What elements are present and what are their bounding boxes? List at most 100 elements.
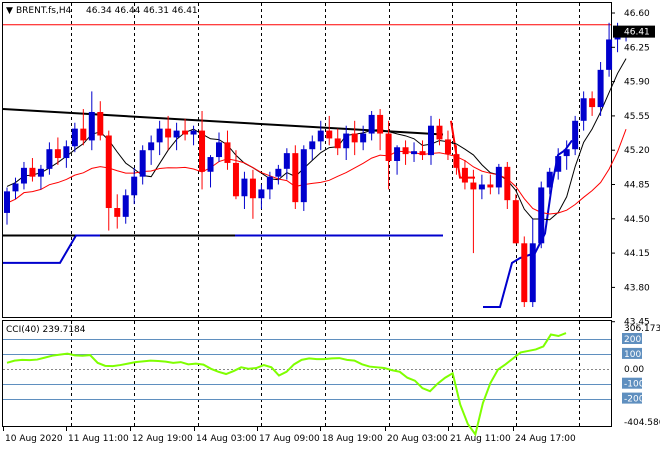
moving-average-slow (6, 129, 627, 215)
candle-body (606, 39, 613, 70)
main-pane-frame (2, 2, 612, 318)
candle-body (495, 166, 502, 188)
candle-body (139, 150, 146, 177)
candle-body (232, 162, 239, 197)
candle-body (478, 184, 485, 190)
candle-body (122, 195, 129, 217)
candle-body (71, 128, 78, 147)
chart-menu-icon[interactable]: ▼ (6, 6, 13, 16)
candle-body (266, 176, 273, 190)
candle-body (182, 130, 189, 135)
cci-level-tag (622, 392, 642, 404)
cci-series (6, 332, 567, 437)
time-tick-label: 14 Aug 03:00 (196, 434, 257, 444)
candle-body (156, 128, 163, 143)
candle-body (572, 120, 579, 150)
candle-body (411, 151, 418, 155)
resistance-trendline (2, 108, 444, 136)
candle-body (80, 128, 87, 141)
cci-label: CCI(40) 239.7184 (6, 325, 86, 335)
candle-body (444, 139, 451, 155)
candle-body (216, 142, 222, 158)
candle-body (4, 191, 10, 213)
candle-body (148, 142, 155, 151)
candle-body (258, 189, 265, 199)
candle-body (224, 142, 231, 163)
ohlc-readout: 46.34 46.44 46.31 46.41 (86, 6, 198, 16)
candle-body (309, 141, 316, 150)
candle-body (63, 146, 70, 159)
upper-band-stop (450, 120, 475, 179)
candle-body (546, 171, 553, 188)
candle-body (428, 125, 434, 156)
candle-body (453, 154, 460, 168)
candle-body (88, 111, 95, 141)
candles (4, 22, 630, 307)
candle-body (419, 151, 426, 156)
candle-body (512, 200, 519, 244)
candle-body (470, 182, 477, 190)
candle-body (173, 130, 180, 138)
candle-body (241, 178, 248, 197)
cci-level-tag (622, 347, 642, 359)
candle-body (436, 125, 443, 140)
time-tick-label: 10 Aug 2020 (5, 434, 63, 444)
candle-body (300, 149, 307, 203)
candle-body (360, 133, 367, 143)
candle-body (317, 130, 324, 142)
cci-scale-bottom: -404.586 (624, 418, 660, 428)
cci-level-label: 100 (624, 350, 641, 360)
candle-body (402, 147, 409, 155)
candle-body (351, 133, 358, 143)
time-tick-label: 21 Aug 11:00 (450, 434, 511, 444)
candle-body (207, 157, 214, 172)
time-tick-label: 24 Aug 17:00 (515, 434, 576, 444)
price-tick-label: 45.20 (624, 146, 650, 156)
cci-pane-frame (2, 320, 612, 427)
price-tick-label: 44.85 (624, 181, 650, 191)
candle-body (343, 133, 350, 149)
candle-body (563, 149, 570, 157)
price-tick-label: 46.60 (624, 9, 650, 19)
symbol-timeframe: BRENT.fs,H4 (16, 6, 72, 16)
candle-body (394, 147, 401, 161)
candle-body (461, 167, 468, 183)
candle-body (326, 130, 333, 139)
cci-line (6, 332, 567, 437)
candle-body (589, 98, 596, 108)
candle-body (249, 178, 256, 199)
candle-body (538, 187, 545, 244)
price-tick-label: 44.50 (624, 215, 650, 225)
cci-level-label: 200 (624, 335, 641, 345)
cci-level-label: -100 (624, 380, 645, 390)
candle-body (368, 114, 375, 134)
price-tick-label: 44.15 (624, 249, 650, 259)
candle-body (37, 168, 44, 177)
candle-body (20, 167, 27, 184)
price-tick-label: 46.25 (624, 43, 650, 53)
candle-body (521, 243, 528, 303)
candle-body (131, 176, 138, 196)
candle-body (97, 111, 104, 136)
candle-body (165, 128, 172, 138)
candle-body (529, 243, 536, 303)
candle-body (334, 138, 341, 149)
candle-body (105, 135, 112, 209)
candle-body (54, 149, 61, 159)
candle-body (504, 166, 511, 201)
vertical-gridlines (71, 3, 580, 426)
cci-level-label: -200 (624, 395, 645, 405)
candle-body (190, 130, 197, 135)
lower-band-left (3, 234, 100, 264)
time-tick-label: 17 Aug 09:00 (259, 434, 320, 444)
cci-level-label: 0.00 (624, 365, 644, 375)
price-tick-label: 45.90 (624, 78, 650, 88)
candle-body (580, 98, 587, 121)
candle-body (377, 114, 384, 134)
time-tick-label: 12 Aug 19:00 (132, 434, 193, 444)
candle-body (46, 149, 53, 169)
candle-body (292, 153, 299, 203)
candle-body (12, 183, 19, 192)
time-tick-label: 11 Aug 11:00 (68, 434, 129, 444)
